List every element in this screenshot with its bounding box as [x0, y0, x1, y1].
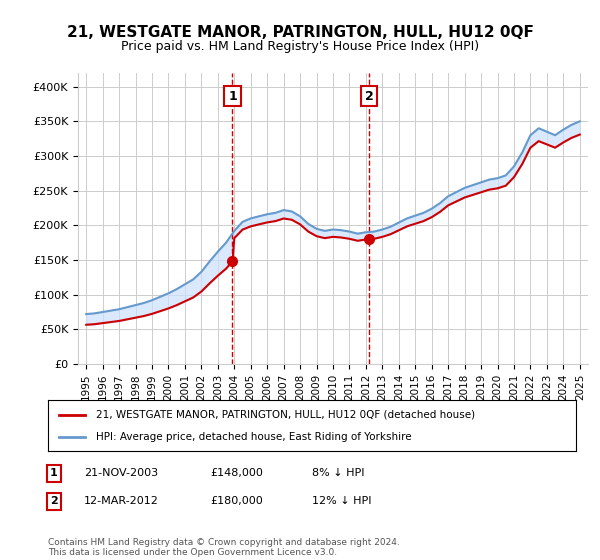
Text: £180,000: £180,000 — [210, 496, 263, 506]
Text: 21, WESTGATE MANOR, PATRINGTON, HULL, HU12 0QF (detached house): 21, WESTGATE MANOR, PATRINGTON, HULL, HU… — [95, 409, 475, 419]
Text: 12% ↓ HPI: 12% ↓ HPI — [312, 496, 371, 506]
Text: 1: 1 — [50, 468, 58, 478]
Text: HPI: Average price, detached house, East Riding of Yorkshire: HPI: Average price, detached house, East… — [95, 432, 411, 442]
Text: 1: 1 — [228, 90, 237, 102]
Text: 12-MAR-2012: 12-MAR-2012 — [84, 496, 159, 506]
Text: Price paid vs. HM Land Registry's House Price Index (HPI): Price paid vs. HM Land Registry's House … — [121, 40, 479, 53]
Text: Contains HM Land Registry data © Crown copyright and database right 2024.
This d: Contains HM Land Registry data © Crown c… — [48, 538, 400, 557]
Text: £148,000: £148,000 — [210, 468, 263, 478]
Text: 21-NOV-2003: 21-NOV-2003 — [84, 468, 158, 478]
Text: 2: 2 — [365, 90, 373, 102]
Text: 2: 2 — [50, 496, 58, 506]
Text: 8% ↓ HPI: 8% ↓ HPI — [312, 468, 365, 478]
Text: 21, WESTGATE MANOR, PATRINGTON, HULL, HU12 0QF: 21, WESTGATE MANOR, PATRINGTON, HULL, HU… — [67, 25, 533, 40]
